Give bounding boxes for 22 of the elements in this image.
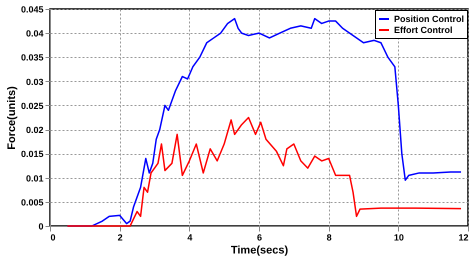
- x-tick-label: 6: [256, 232, 262, 242]
- x-tick-label: 8: [326, 232, 332, 242]
- legend-label: Position Control: [394, 14, 464, 24]
- y-tick-label: 0: [38, 222, 44, 232]
- x-tick-label: 10: [394, 232, 404, 242]
- line-series: [66, 116, 462, 227]
- x-axis-title: Time(secs): [230, 244, 288, 256]
- y-tick-label: 0.02: [26, 125, 44, 136]
- x-tick-label: 4: [187, 232, 192, 242]
- y-tick-label: 0.005: [20, 197, 44, 208]
- y-tick-label: 0.035: [20, 52, 44, 63]
- y-tick-label: 0.03: [26, 76, 44, 87]
- y-tick-label: 0.04: [26, 28, 44, 39]
- y-tick-label: 0.045: [20, 4, 44, 14]
- y-tick-label: 0.015: [20, 149, 44, 160]
- y-tick-label: 0.025: [20, 100, 44, 111]
- y-axis-title: Force(units): [6, 86, 18, 150]
- x-tick-label: 0: [50, 232, 56, 242]
- legend-label: Effort Control: [394, 25, 452, 35]
- x-tick-label: 12: [458, 232, 468, 242]
- y-tick-label: 0.01: [26, 173, 44, 184]
- x-tick-label: 2: [118, 232, 123, 242]
